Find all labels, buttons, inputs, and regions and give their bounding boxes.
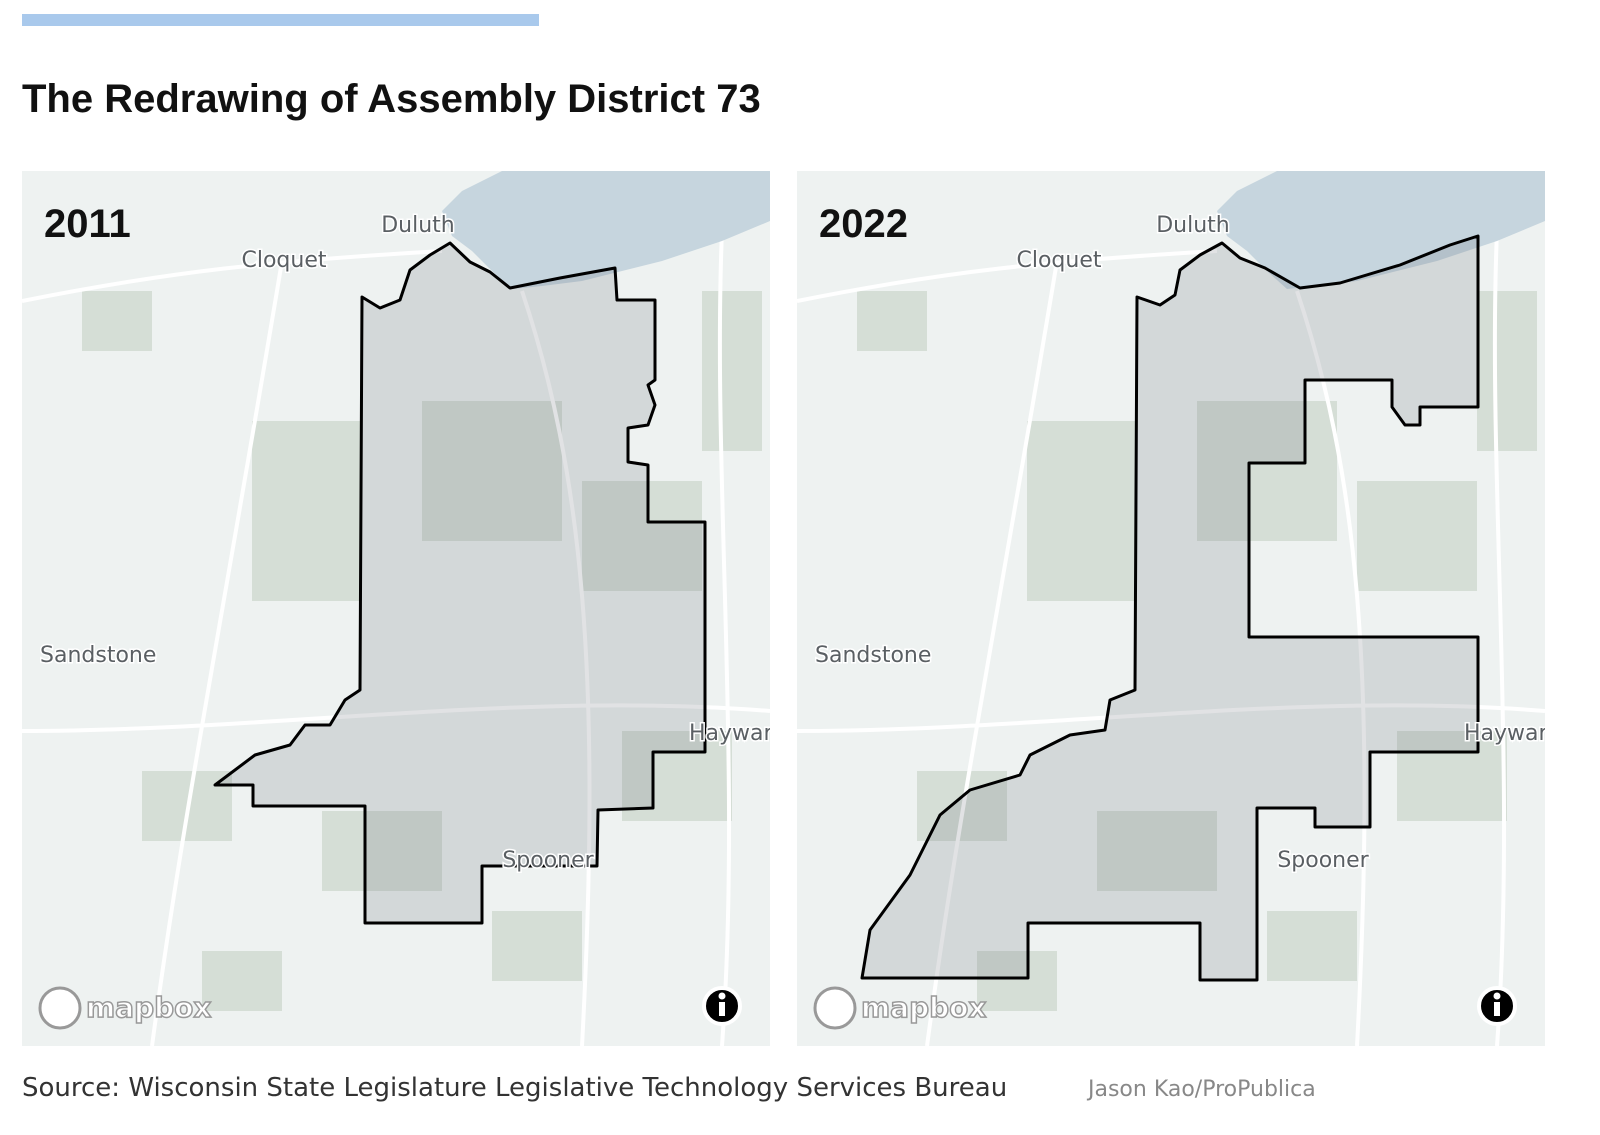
info-icon [1493,992,1501,1000]
lake [1217,171,1545,289]
title: The Redrawing of Assembly District 73 [22,77,761,121]
forest-area [702,291,762,451]
year-label: 2022 [819,202,908,246]
road [797,230,1545,1046]
place-label: Duluth [1156,213,1230,238]
place-label: Duluth [381,213,455,238]
source: Source: Wisconsin State Legislature Legi… [22,1073,1007,1103]
place-label: Hayward [1464,721,1561,746]
place-label: Cloquet [241,248,326,273]
forest-area [82,291,152,351]
place-label: Cloquet [1016,248,1101,273]
forest-area [977,951,1057,1011]
lake [442,171,770,289]
forest-area [1357,481,1477,591]
forest-area [422,401,562,541]
forest-area [582,481,702,591]
forest-area [1097,811,1217,891]
forest-area [1197,401,1337,541]
map-panel: Duluth Cloquet Sandstone Hayward Spooner 2011… [22,171,786,1046]
info-icon [719,1002,725,1016]
forest-area [202,951,282,1011]
forest-area [492,911,582,981]
place-label: Sandstone [815,643,931,668]
mapbox-logo [813,986,857,1030]
forest-area [1397,731,1507,821]
mapbox-attribution: mapbox [86,991,211,1024]
forest-area [322,811,442,891]
accent-bar [22,14,539,26]
place-label: Hayward [689,721,786,746]
place-label: Spooner [502,848,594,873]
mapbox-logo [38,986,82,1030]
place-label: Spooner [1277,848,1369,873]
info-icon [718,992,726,1000]
credit: Jason Kao/ProPublica [1086,1077,1316,1102]
info-icon [1494,1002,1500,1016]
district-boundary [860,234,1480,982]
forest-area [857,291,927,351]
forest-area [1477,291,1537,451]
forest-area [252,421,362,601]
place-label: Sandstone [40,643,156,668]
road [22,230,770,1046]
forest-area [1267,911,1357,981]
forest-area [1027,421,1137,601]
district-boundary [213,241,707,925]
mapbox-attribution: mapbox [861,991,986,1024]
map-panel: Duluth Cloquet Sandstone Hayward Spooner 2022… [797,171,1561,1046]
forest-area [622,731,732,821]
year-label: 2011 [44,202,131,246]
